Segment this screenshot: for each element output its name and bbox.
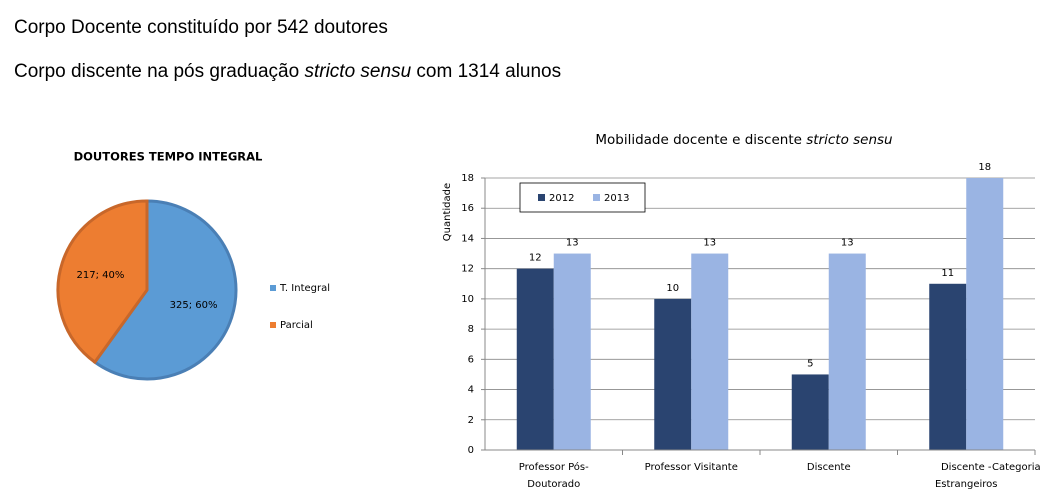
data-label: 11 — [941, 268, 954, 279]
data-label: 18 — [978, 162, 991, 173]
legend-swatch — [270, 322, 276, 328]
chart-title: Mobilidade docente e discente stricto se… — [595, 132, 892, 148]
title-part: stricto sensu — [806, 132, 892, 148]
data-label: 5 — [807, 358, 813, 369]
legend-swatch — [538, 194, 545, 201]
heading-part: com 1314 alunos — [411, 61, 561, 82]
y-tick-label: 8 — [468, 324, 474, 335]
heading-part: stricto sensu — [304, 61, 411, 82]
legend-label: 2012 — [549, 193, 574, 204]
x-axis-label: Categoria — [992, 462, 1041, 473]
x-tick-label: Professor Pós- — [519, 461, 589, 473]
x-tick-label: Estrangeiros — [935, 479, 998, 490]
y-axis-label: Quantidade — [442, 183, 453, 241]
data-label: 12 — [529, 253, 542, 264]
pie-slice — [92, 199, 238, 381]
y-tick-label: 14 — [461, 233, 474, 244]
data-label: 13 — [566, 238, 579, 249]
legend-swatch — [593, 194, 600, 201]
data-label: 13 — [703, 238, 716, 249]
legend-label: 2013 — [604, 193, 629, 204]
y-tick-label: 18 — [461, 173, 474, 184]
data-label: 325; 60% — [170, 300, 218, 311]
bar — [828, 253, 866, 450]
y-tick-label: 0 — [468, 445, 474, 456]
x-tick-label: Discente — [807, 462, 851, 473]
y-tick-label: 2 — [468, 415, 474, 426]
data-label: 10 — [666, 283, 679, 294]
y-tick-label: 12 — [461, 264, 474, 275]
heading: Corpo Docente constituído por 542 doutor… — [14, 17, 388, 38]
bar — [553, 253, 591, 450]
legend-label: T. Integral — [279, 283, 330, 294]
legend-label: Parcial — [280, 320, 313, 331]
x-tick-label: Doutorado — [527, 479, 580, 490]
title-part: Mobilidade docente e discente — [595, 132, 806, 148]
y-tick-label: 16 — [461, 203, 474, 214]
bar — [966, 178, 1004, 450]
heading-part: Corpo discente na pós graduação — [14, 61, 304, 82]
x-tick-label: Discente - — [941, 462, 992, 473]
pie-slice — [56, 199, 149, 365]
legend-swatch — [270, 285, 276, 291]
data-label: 217; 40% — [76, 270, 124, 281]
bar — [791, 374, 829, 450]
heading: Corpo discente na pós graduação stricto … — [14, 61, 561, 82]
x-tick-label: Professor Visitante — [645, 462, 738, 473]
bar — [516, 268, 554, 450]
bar — [929, 283, 967, 450]
y-tick-label: 10 — [461, 294, 474, 305]
bar — [654, 298, 692, 450]
y-tick-label: 6 — [468, 354, 474, 365]
data-label: 13 — [841, 238, 854, 249]
chart-title: DOUTORES TEMPO INTEGRAL — [74, 150, 263, 164]
y-tick-label: 4 — [468, 385, 474, 396]
bar — [691, 253, 729, 450]
